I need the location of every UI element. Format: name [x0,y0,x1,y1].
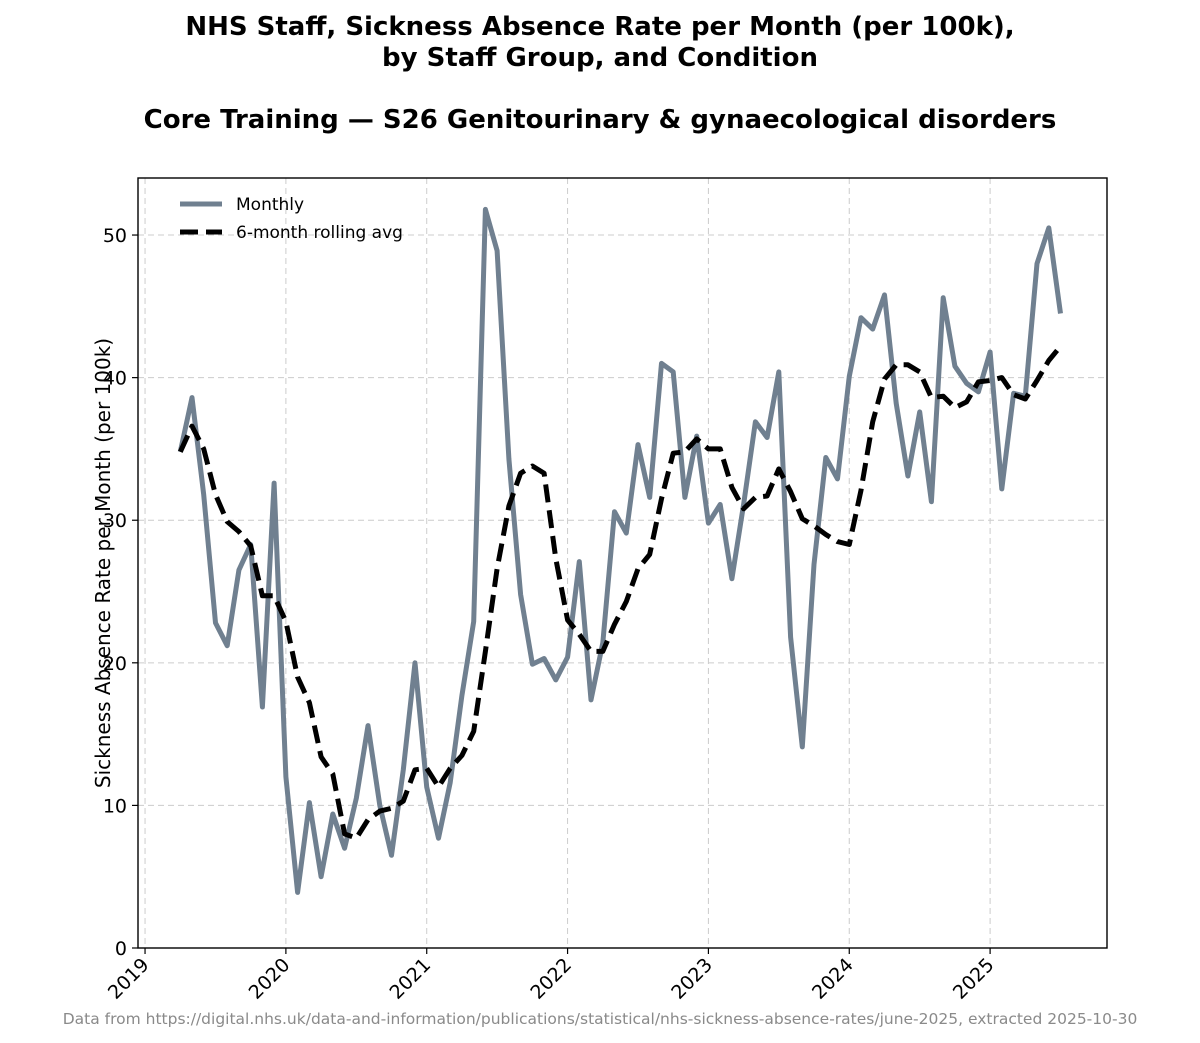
grid-lines [138,178,1107,949]
chart-subtitle: Core Training — S26 Genitourinary & gyna… [143,105,1057,135]
x-tick-label: 2023 [667,954,717,1004]
chart-series [177,206,1063,895]
series-line-rolling-avg [178,344,1063,841]
data-point-rolling-avg [553,556,558,561]
data-point-rolling-avg [354,836,359,841]
y-tick-label: 20 [103,653,127,675]
data-point-rolling-avg [213,492,218,497]
legend: Monthly 6-month rolling avg [180,195,403,243]
chart-title-line-2: by Staff Group, and Condition [382,43,818,73]
data-point-rolling-avg [436,784,441,789]
x-tick-label: 2024 [808,954,858,1004]
y-tick-label: 30 [103,510,127,532]
x-axis-ticks: 2019 2020 2021 2022 2023 2024 2025 [104,948,999,1004]
y-tick-label: 50 [103,225,127,247]
y-axis-label: Sickness Absence Rate per Month (per 100… [91,338,115,788]
legend-label-monthly: Monthly [236,195,304,215]
data-point-rolling-avg [952,405,957,410]
series-line-monthly [177,206,1063,895]
x-tick-label: 2025 [949,954,999,1004]
plot-frame [137,177,1108,949]
y-tick-label: 40 [103,368,127,390]
x-tick-label: 2019 [104,954,154,1004]
y-tick-label: 0 [115,938,127,960]
legend-label-rolling-avg: 6-month rolling avg [236,223,403,243]
x-tick-label: 2022 [526,954,576,1004]
y-axis-ticks: 0 10 20 30 40 50 [103,225,138,960]
chart-title-line-1: NHS Staff, Sickness Absence Rate per Mon… [185,12,1015,42]
y-tick-label: 10 [103,795,127,817]
x-tick-label: 2021 [386,954,436,1004]
source-note: Data from https://digital.nhs.uk/data-an… [62,1010,1138,1028]
x-tick-label: 2020 [245,954,295,1004]
data-point-rolling-avg [1058,344,1063,349]
